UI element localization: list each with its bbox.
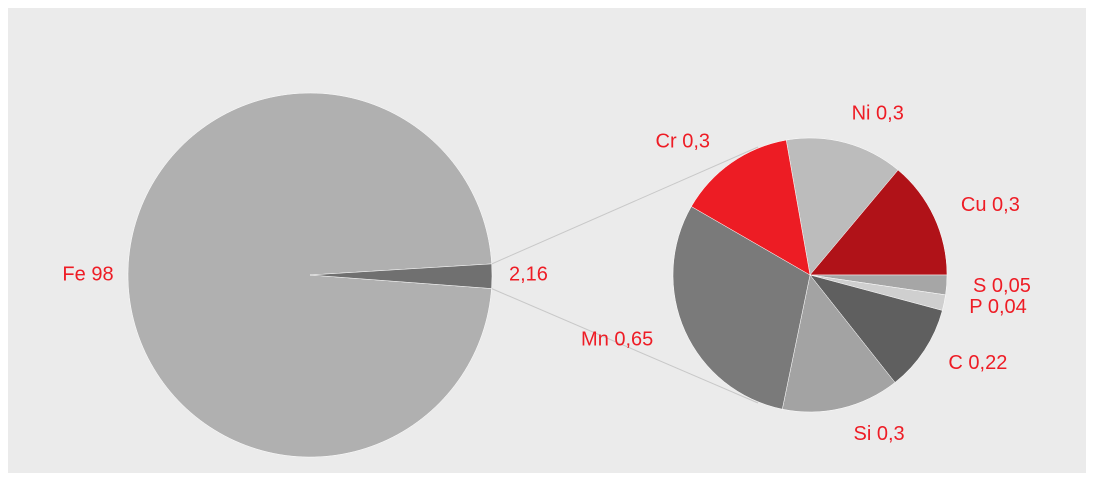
connector-lines [491,146,759,404]
slice-ni [785,137,899,276]
label-p: P 0,04 [969,296,1026,318]
label-si: Si 0,3 [854,423,905,445]
label-c: C 0,22 [948,352,1007,374]
label-fe: Fe 98 [62,263,113,285]
slice-cr [691,139,811,276]
data-labels: Fe 98 2,16 Ni 0,3 Cu 0,3 S 0,05P 0,04 C 0,22 S… [62,102,1030,445]
label-cu: Cu 0,3 [961,194,1020,216]
slice-si [782,274,896,413]
chart-area: Fe 98 2,16 Ni 0,3 Cu 0,3 S 0,05 P 0,04 C 0,22 S… [8,8,1086,473]
slice-other [309,263,493,289]
slice-c [809,274,943,383]
label-other: 2,16 [509,263,548,285]
label-s: S 0,05 [973,275,1031,297]
label-ni: Ni 0,3 [852,102,904,124]
connector-bottom [491,288,759,404]
slice-cu [809,169,948,276]
slice-fe [127,92,492,458]
label-cr: Cr 0,3 [656,131,710,153]
slice-mn [672,206,811,410]
label-mn: Mn 0,65 [581,328,653,350]
connector-top [491,146,759,265]
pie-of-pie-chart: Fe 98 2,16 Ni 0,3 Cu 0,3 S 0,05P 0,04 C 0,22 S… [62,92,1031,458]
main-pie [127,92,493,458]
secondary-pie [672,137,948,413]
